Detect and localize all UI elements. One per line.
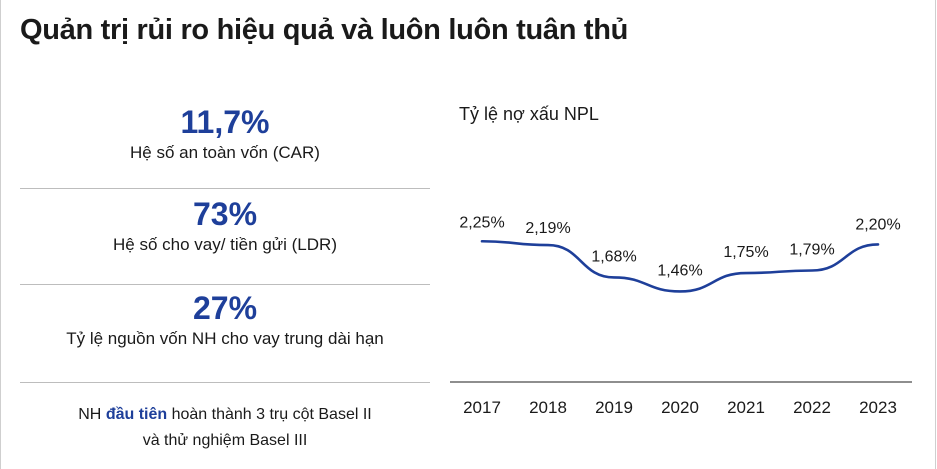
metric-ldr-label: Hệ số cho vay/ tiền gửi (LDR) xyxy=(113,235,337,254)
divider-3 xyxy=(20,382,430,383)
data-label-2020: 1,46% xyxy=(657,262,702,279)
chart-title: Tỷ lệ nợ xấu NPL xyxy=(459,104,599,124)
data-label-2022: 1,79% xyxy=(789,241,834,258)
basel-note: NH đầu tiên hoàn thành 3 trụ cột Basel I… xyxy=(20,402,430,454)
metric-long-term-funding-value: 27% xyxy=(192,290,258,326)
basel-note-highlight: đầu tiên xyxy=(105,406,168,423)
metric-long-term-funding-label: Tỷ lệ nguồn vốn NH cho vay trung dài hạn xyxy=(66,329,384,348)
metric-car-label: Hệ số an toàn vốn (CAR) xyxy=(130,143,320,162)
frame-left-border xyxy=(0,0,1,469)
frame-right-border xyxy=(935,0,936,469)
npl-line-chart: 2,25% 2,19% 1,68% 1,46% 1,75% 1,79% 2,20% 2017 2… xyxy=(450,214,912,417)
x-tick-2022: 2022 xyxy=(793,398,831,417)
x-tick-2019: 2019 xyxy=(595,398,633,417)
basel-note-line-2: và thử nghiệm Basel III xyxy=(142,432,308,449)
basel-note-prefix: NH xyxy=(78,406,106,423)
npl-series-line xyxy=(480,239,880,293)
data-label-2023: 2,20% xyxy=(855,216,900,233)
metric-ldr: 73% Hệ số cho vay/ tiền gửi (LDR) xyxy=(20,196,430,256)
metric-long-term-funding: 27% Tỷ lệ nguồn vốn NH cho vay trung dài… xyxy=(20,290,430,350)
metric-car-value: 11,7% xyxy=(180,104,270,140)
basel-note-line-1: NH đầu tiên hoàn thành 3 trụ cột Basel I… xyxy=(20,402,430,428)
page-title: Quản trị rủi ro hiệu quả và luôn luôn tu… xyxy=(20,14,629,46)
data-label-2019: 1,68% xyxy=(591,248,636,265)
metric-ldr-value: 73% xyxy=(192,196,258,232)
metric-car: 11,7% Hệ số an toàn vốn (CAR) xyxy=(20,104,430,164)
divider-1 xyxy=(20,188,430,189)
basel-note-suffix: hoàn thành 3 trụ cột Basel II xyxy=(167,406,372,423)
data-label-2021: 1,75% xyxy=(723,244,768,261)
x-tick-2020: 2020 xyxy=(661,398,699,417)
x-tick-2018: 2018 xyxy=(529,398,567,417)
data-label-2017: 2,25% xyxy=(459,214,504,231)
divider-2 xyxy=(20,284,430,285)
x-tick-2021: 2021 xyxy=(727,398,765,417)
x-tick-2017: 2017 xyxy=(463,398,501,417)
data-label-2018: 2,19% xyxy=(525,220,570,237)
x-tick-2023: 2023 xyxy=(859,398,897,417)
